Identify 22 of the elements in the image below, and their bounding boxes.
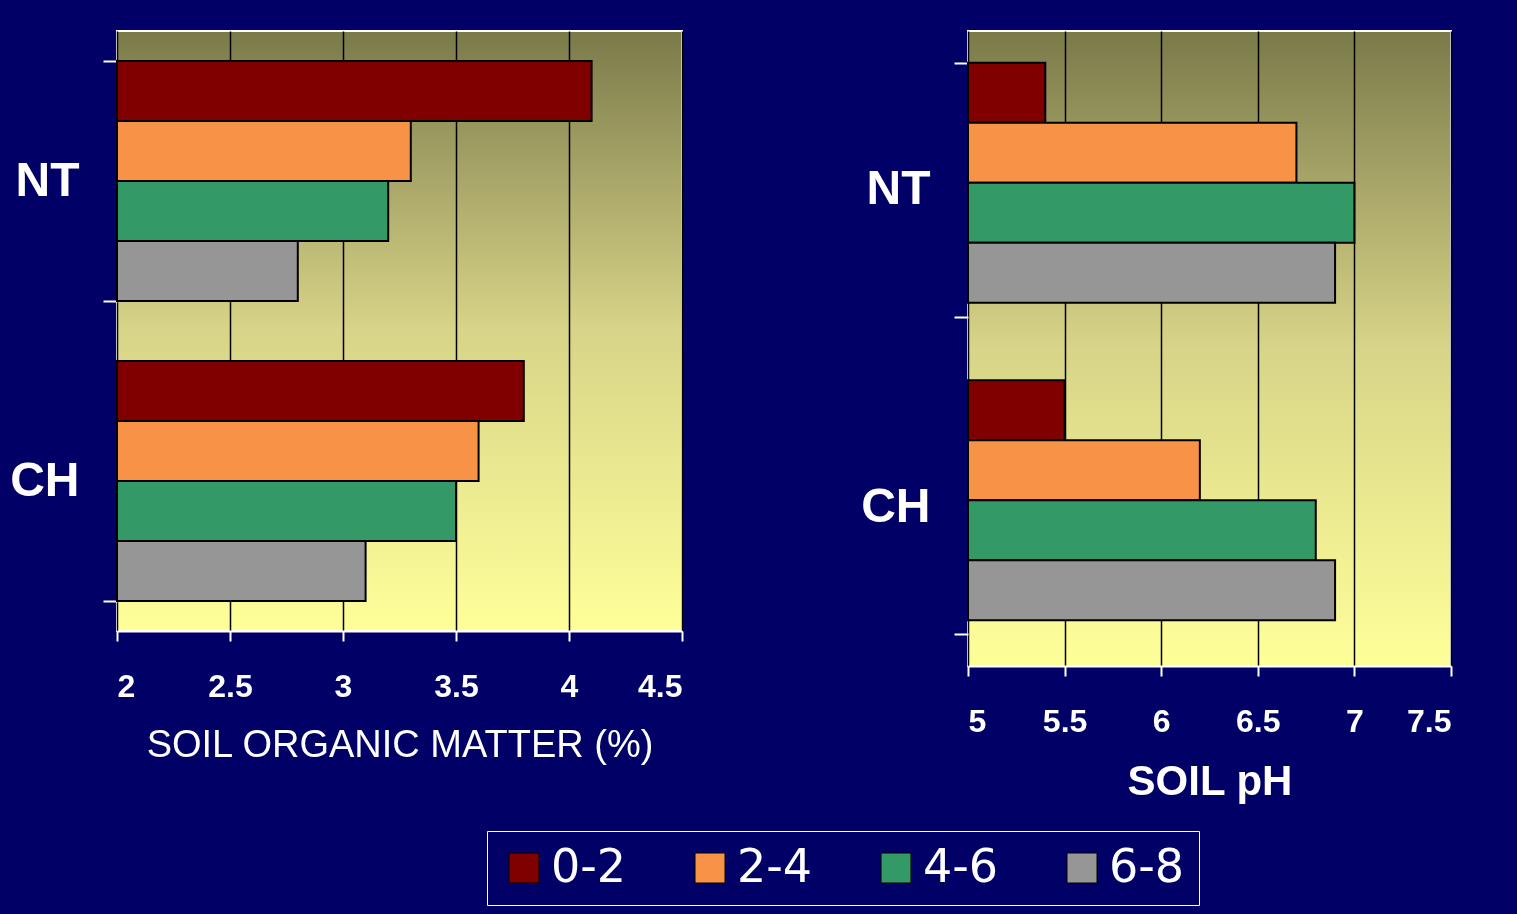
legend-label: 4-6 (923, 839, 999, 893)
x-tick-label: 6 (1152, 702, 1171, 739)
x-axis-title: SOIL pH (1127, 756, 1293, 804)
x-tick-label: 7 (1346, 702, 1364, 739)
y-tick-label: NT (15, 152, 80, 206)
x-tick-label: 5 (968, 702, 987, 739)
legend-label: 2-4 (737, 839, 813, 893)
x-tick-label: 7.5 (1407, 702, 1452, 739)
x-tick-label: 2 (117, 667, 136, 704)
x-tick-label: 2.5 (208, 667, 253, 704)
legend-label: 0-2 (551, 839, 627, 893)
x-tick-label: 5.5 (1042, 702, 1088, 739)
legend-label: 6-8 (1109, 839, 1185, 893)
y-tick-label: CH (861, 478, 931, 532)
y-tick-label: NT (866, 161, 931, 215)
x-tick-label: 3.5 (434, 667, 479, 704)
x-tick-label: 6.5 (1236, 702, 1281, 739)
y-tick-label: CH (10, 452, 80, 506)
x-tick-label: 4 (560, 667, 579, 704)
x-axis-title: SOIL ORGANIC MATTER (%) (146, 722, 654, 765)
x-tick-label: 4.5 (638, 667, 683, 704)
x-tick-label: 3 (334, 667, 353, 704)
